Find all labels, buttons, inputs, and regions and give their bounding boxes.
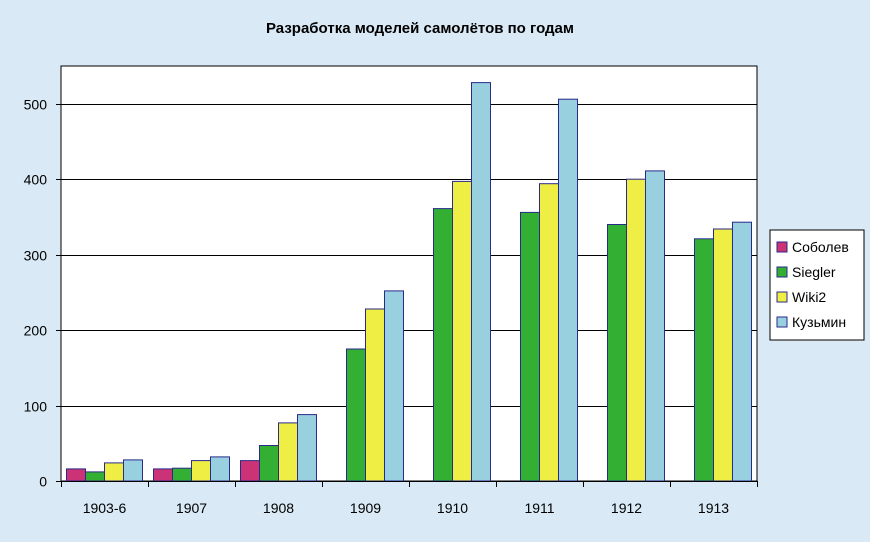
bar bbox=[520, 211, 540, 482]
legend: Соболев Siegler Wiki2 Кузьмин bbox=[769, 229, 865, 341]
bar bbox=[191, 460, 211, 482]
bar bbox=[66, 468, 86, 482]
bar bbox=[558, 98, 578, 482]
bar bbox=[433, 208, 453, 482]
bar bbox=[153, 468, 173, 482]
bar bbox=[240, 460, 260, 482]
chart-title: Разработка моделей самолётов по годам bbox=[266, 20, 574, 37]
bar bbox=[172, 467, 192, 482]
bar bbox=[713, 228, 733, 482]
y-tick-label: 200 bbox=[24, 323, 48, 339]
bar bbox=[278, 422, 298, 482]
bar bbox=[452, 180, 472, 482]
x-tick-label: 1907 bbox=[176, 500, 207, 516]
legend-swatch bbox=[776, 266, 788, 278]
x-tick-label: 1910 bbox=[437, 500, 468, 516]
bar bbox=[607, 224, 627, 482]
bar bbox=[210, 456, 230, 482]
y-tick-label: 500 bbox=[24, 97, 48, 113]
bar bbox=[732, 221, 752, 482]
bar bbox=[694, 238, 714, 482]
bar bbox=[626, 178, 646, 482]
bar bbox=[104, 462, 124, 482]
bar bbox=[471, 82, 491, 482]
bar bbox=[297, 414, 317, 482]
bar bbox=[346, 348, 366, 482]
bar bbox=[539, 183, 559, 482]
x-tick-label: 1911 bbox=[524, 500, 554, 516]
legend-label: Соболев bbox=[792, 239, 849, 255]
y-tick-label: 300 bbox=[24, 248, 48, 264]
y-tick-label: 400 bbox=[24, 172, 48, 188]
legend-swatch bbox=[776, 291, 788, 303]
legend-label: Кузьмин bbox=[792, 314, 846, 330]
bar bbox=[259, 445, 279, 482]
x-tick-label: 1912 bbox=[611, 500, 642, 516]
bar bbox=[384, 290, 404, 482]
bar bbox=[365, 308, 385, 482]
x-tick-label: 1913 bbox=[698, 500, 729, 516]
legend-label: Wiki2 bbox=[792, 289, 826, 305]
bar bbox=[85, 471, 105, 482]
x-tick-label: 1908 bbox=[263, 500, 294, 516]
legend-swatch bbox=[776, 316, 788, 328]
plot-area: 0 100 200 300 400 500 1903-6 1907 1908 1909 1910 19… bbox=[24, 65, 758, 516]
y-tick-label: 100 bbox=[24, 399, 48, 415]
bar bbox=[645, 170, 665, 482]
x-tick-label: 1909 bbox=[350, 500, 381, 516]
x-tick-label: 1903-6 bbox=[83, 500, 127, 516]
y-tick-label: 0 bbox=[39, 474, 47, 490]
legend-swatch bbox=[776, 241, 788, 253]
legend-label: Siegler bbox=[792, 264, 836, 280]
bar bbox=[123, 459, 143, 482]
